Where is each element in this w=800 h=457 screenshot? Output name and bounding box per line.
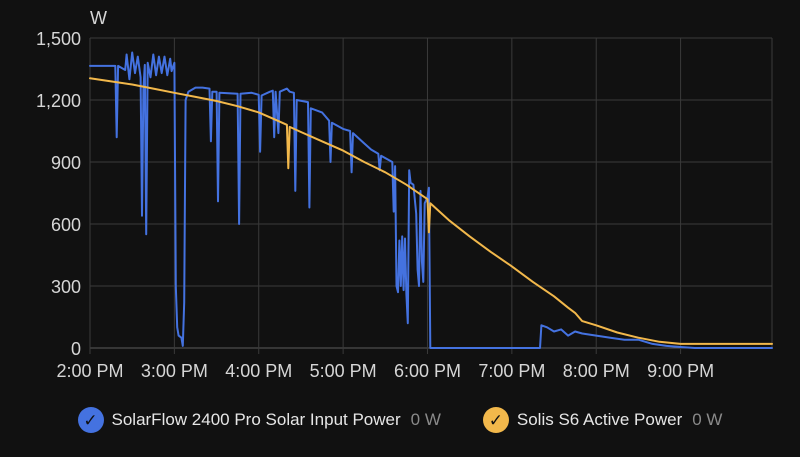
grid xyxy=(89,37,773,354)
legend-item-solarflow[interactable]: ✓ SolarFlow 2400 Pro Solar Input Power 0… xyxy=(77,407,441,433)
x-tick-label: 5:00 PM xyxy=(310,361,377,381)
legend-current-value: 0 W xyxy=(692,410,723,429)
y-tick-label: 1,500 xyxy=(36,29,81,49)
y-tick-label: 600 xyxy=(51,215,81,235)
chart-legend: ✓ SolarFlow 2400 Pro Solar Input Power 0… xyxy=(0,403,800,437)
checkmark-icon: ✓ xyxy=(77,407,104,433)
x-tick-label: 2:00 PM xyxy=(56,361,123,381)
y-tick-label: 300 xyxy=(51,277,81,297)
x-tick-label: 7:00 PM xyxy=(478,361,545,381)
line-chart: 0 300 600 900 1,200 1,500 2:00 PM 3:00 PM 4:00 … xyxy=(36,8,773,381)
legend-current-value: 0 W xyxy=(410,410,441,429)
series-line-solis xyxy=(89,77,773,345)
y-tick-label: 0 xyxy=(71,339,81,359)
x-tick-label: 3:00 PM xyxy=(141,361,208,381)
legend-label: SolarFlow 2400 Pro Solar Input Power xyxy=(111,410,401,429)
legend-item-solis[interactable]: ✓ Solis S6 Active Power 0 W xyxy=(482,407,723,433)
y-tick-label: 900 xyxy=(51,153,81,173)
x-tick-labels: 2:00 PM 3:00 PM 4:00 PM 5:00 PM 6:00 PM 7:00 … xyxy=(56,361,714,381)
legend-label: Solis S6 Active Power xyxy=(516,410,683,429)
checkmark-icon: ✓ xyxy=(482,407,509,433)
y-tick-label: 1,200 xyxy=(36,91,81,111)
y-axis-unit-label: W xyxy=(90,8,107,28)
series-layer xyxy=(89,51,773,349)
x-tick-label: 9:00 PM xyxy=(647,361,714,381)
y-tick-labels: 0 300 600 900 1,200 1,500 xyxy=(36,29,81,359)
x-tick-label: 8:00 PM xyxy=(563,361,630,381)
x-tick-label: 4:00 PM xyxy=(225,361,292,381)
x-tick-label: 6:00 PM xyxy=(394,361,461,381)
